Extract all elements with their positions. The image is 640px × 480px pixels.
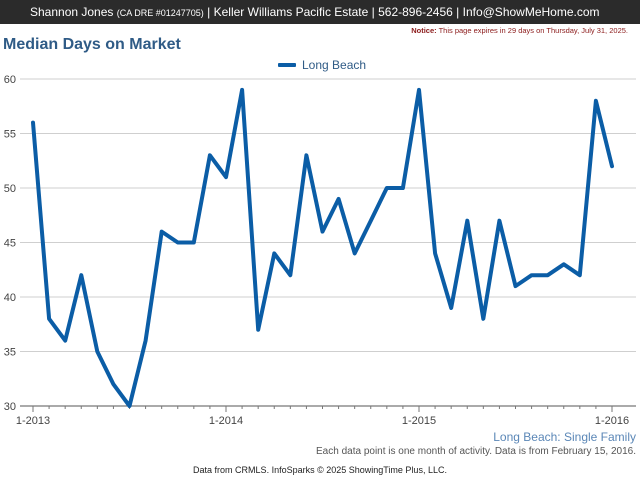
data-point — [417, 88, 421, 92]
data-point — [47, 317, 51, 321]
chart-subtitle: Long Beach: Single Family — [493, 430, 636, 444]
data-point — [272, 251, 276, 255]
data-point — [562, 262, 566, 266]
data-point — [256, 328, 260, 332]
data-point — [369, 219, 373, 223]
chart-legend[interactable]: Long Beach — [278, 58, 366, 72]
x-tick-label: 1-2015 — [402, 415, 436, 427]
data-point — [337, 197, 341, 201]
data-point — [111, 382, 115, 386]
gridlines — [20, 78, 636, 407]
data-point — [594, 99, 598, 103]
agent-name: Shannon Jones — [30, 5, 114, 19]
data-point — [353, 251, 357, 255]
data-point — [481, 317, 485, 321]
data-point — [208, 153, 212, 157]
y-tick-label: 60 — [4, 74, 16, 86]
data-point — [31, 121, 35, 125]
notice-text: This page expires in 29 days on Thursday… — [438, 26, 628, 35]
y-tick-label: 40 — [4, 292, 16, 304]
x-tick-label: 1-2013 — [16, 415, 50, 427]
data-point — [79, 273, 83, 277]
legend-label: Long Beach — [302, 58, 367, 72]
data-credit: Data from CRMLS. InfoSparks © 2025 Showi… — [193, 465, 447, 475]
series-line-long-beach — [31, 87, 614, 408]
data-point — [514, 284, 518, 288]
data-point — [497, 219, 501, 223]
data-point — [530, 273, 534, 277]
y-tick-label: 30 — [4, 401, 16, 413]
data-point — [224, 175, 228, 179]
data-point — [401, 186, 405, 190]
x-tick-label: 1-2016 — [595, 415, 629, 427]
expiry-notice: Notice: This page expires in 29 days on … — [411, 26, 628, 35]
legend-swatch — [278, 63, 296, 67]
y-tick-label: 50 — [4, 183, 16, 195]
data-point — [321, 230, 325, 234]
dre-number: (CA DRE #01247705) — [116, 8, 204, 18]
axes: 30 35 40 45 50 55 60 1-2013 1-2014 1-2015 1-2016 — [4, 74, 636, 427]
data-point — [385, 186, 389, 190]
data-point — [160, 230, 164, 234]
data-point — [433, 251, 437, 255]
y-tick-label: 45 — [4, 238, 16, 250]
notice-label: Notice: — [411, 26, 437, 35]
data-point — [578, 273, 582, 277]
data-point — [176, 241, 180, 245]
data-point — [449, 306, 453, 310]
chart-footnote: Each data point is one month of activity… — [316, 446, 636, 457]
data-point — [546, 273, 550, 277]
x-tick-label: 1-2014 — [209, 415, 243, 427]
data-point — [304, 153, 308, 157]
data-point — [288, 273, 292, 277]
brokerage-contact: | Keller Williams Pacific Estate | 562-8… — [207, 5, 600, 19]
y-tick-label: 35 — [4, 347, 16, 359]
data-point — [240, 88, 244, 92]
chart-title: Median Days on Market — [3, 36, 181, 53]
data-point — [465, 219, 469, 223]
data-point — [144, 339, 148, 343]
header-bar: Shannon Jones (CA DRE #01247705) | Kelle… — [0, 0, 640, 24]
y-tick-label: 55 — [4, 129, 16, 141]
data-point — [95, 350, 99, 354]
data-point — [63, 339, 67, 343]
data-point — [192, 241, 196, 245]
data-point — [128, 404, 132, 408]
series-layer — [31, 87, 614, 408]
data-point — [610, 164, 614, 168]
